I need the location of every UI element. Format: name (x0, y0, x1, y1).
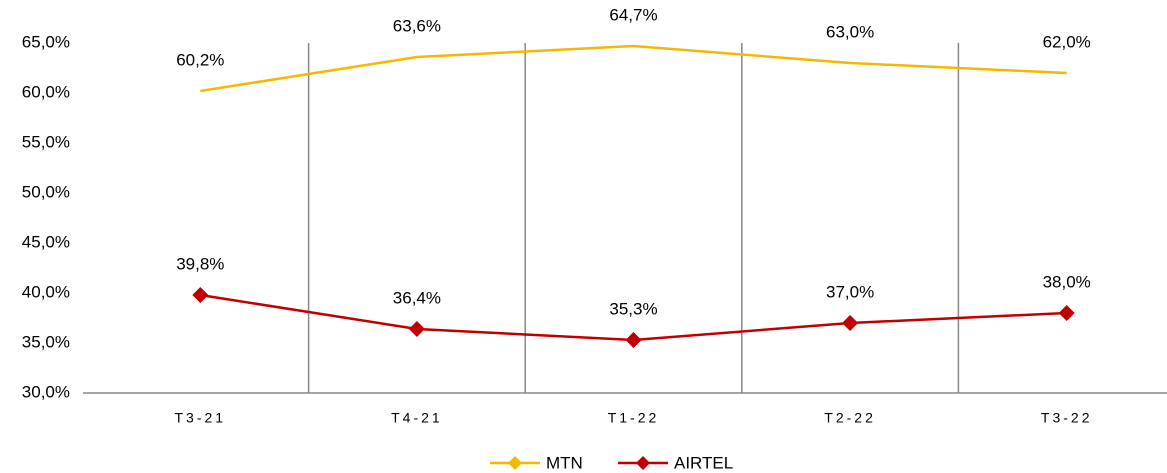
x-tick-label: T1-22 (608, 410, 660, 426)
marker (1058, 305, 1075, 321)
y-tick-label: 35,0% (22, 332, 70, 351)
legend-marker (508, 456, 522, 470)
x-tick-label: T2-22 (824, 410, 876, 426)
series-line (200, 44, 1067, 93)
data-label: 62,0% (1043, 32, 1091, 51)
data-label: 64,7% (609, 5, 657, 24)
legend-label: MTN (546, 453, 583, 472)
marker (625, 332, 642, 348)
x-tick-label: T4-21 (391, 410, 443, 426)
y-tick-label: 40,0% (22, 282, 70, 301)
data-label: 38,0% (1043, 272, 1091, 291)
y-tick-label: 30,0% (22, 382, 70, 401)
y-tick-label: 55,0% (22, 132, 70, 151)
data-label: 35,3% (609, 299, 657, 318)
y-tick-label: 65,0% (22, 32, 70, 51)
data-label: 36,4% (393, 288, 441, 307)
marker (842, 315, 859, 331)
x-tick-label: T3-22 (1041, 410, 1093, 426)
data-label: 63,0% (826, 22, 874, 41)
data-label: 63,6% (393, 16, 441, 35)
data-label: 60,2% (176, 50, 224, 69)
y-tick-label: 45,0% (22, 232, 70, 251)
marker (408, 321, 425, 337)
data-label: 39,8% (176, 254, 224, 273)
x-tick-label: T3-21 (175, 410, 227, 426)
legend-label: AIRTEL (674, 453, 733, 472)
y-tick-label: 60,0% (22, 82, 70, 101)
data-label: 37,0% (826, 282, 874, 301)
y-tick-label: 50,0% (22, 182, 70, 201)
marker (192, 287, 209, 303)
legend-marker (636, 456, 650, 470)
